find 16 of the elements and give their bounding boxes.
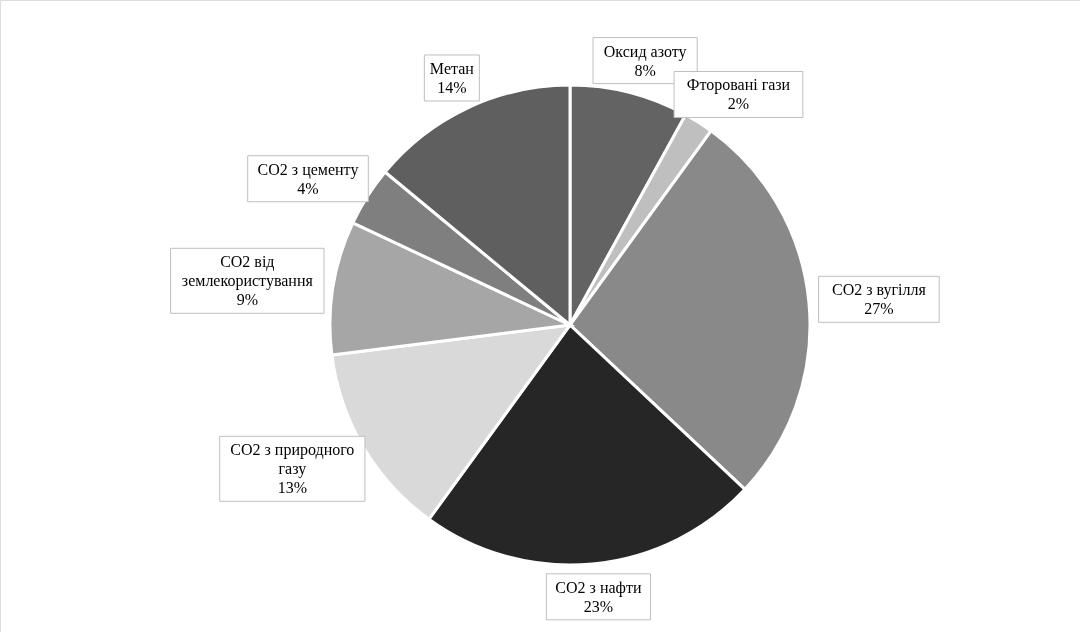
slice-label: CO2 від землекористування bbox=[181, 253, 314, 291]
slice-label: CO2 з нафти bbox=[555, 578, 642, 597]
data-label: 2% bbox=[727, 95, 750, 113]
data-label: 13% bbox=[277, 479, 307, 497]
data-label: 14% bbox=[437, 78, 467, 96]
data-label: 8% bbox=[634, 61, 656, 79]
slice-label: CO2 з природного газу bbox=[230, 441, 355, 479]
slice-label: Метан bbox=[429, 59, 475, 77]
slice-label: CO2 з цементу bbox=[257, 160, 359, 179]
data-label: 9% bbox=[236, 291, 258, 309]
slice-label: CO2 з вугілля bbox=[831, 281, 927, 300]
slice-label: Оксид азоту bbox=[603, 42, 687, 61]
data-label: 4% bbox=[297, 179, 319, 197]
data-label: 27% bbox=[864, 300, 894, 318]
data-label: 23% bbox=[583, 597, 614, 615]
slice-label: Фторовані гази bbox=[686, 76, 791, 95]
